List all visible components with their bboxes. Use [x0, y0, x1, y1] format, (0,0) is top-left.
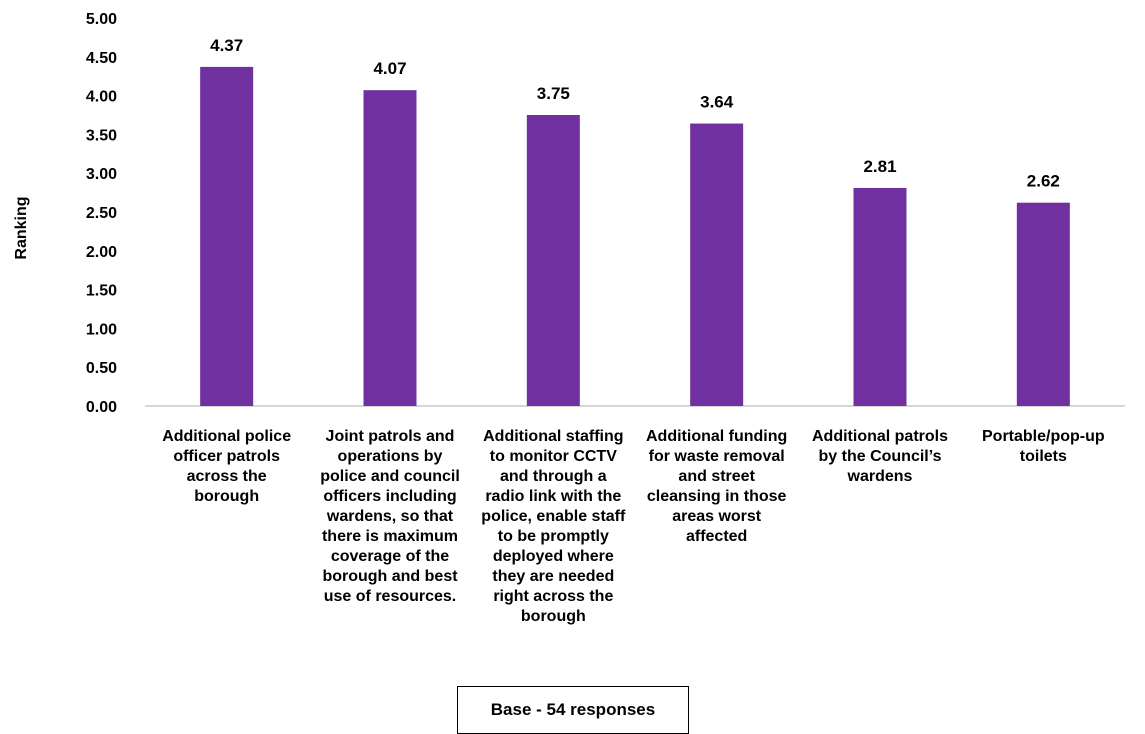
category-label-line: deployed where	[492, 548, 614, 565]
y-tick-label: 0.50	[86, 360, 117, 377]
category-label: Additional police officer patrols across t…	[142, 427, 312, 507]
category-label-line: radio link with the	[485, 488, 622, 505]
y-tick-label: 0.00	[86, 399, 117, 416]
value-labels-group: 4.37 4.07 3.75 3.64 2.81 2.62	[210, 36, 1060, 191]
category-label-line: Joint patrols and	[325, 428, 455, 445]
category-label-line: to be promptly	[497, 528, 609, 545]
y-tick-label: 5.00	[86, 11, 117, 28]
category-label: Additional funding for waste removal and s…	[632, 427, 802, 547]
category-label-line: Additional police	[162, 428, 292, 445]
bar-value-label: 4.37	[210, 36, 243, 55]
category-label-line: and through a	[500, 468, 607, 485]
bar-value-label: 3.64	[700, 93, 734, 112]
y-tick-label: 1.00	[86, 321, 117, 338]
base-note: Base - 54 responses	[457, 686, 689, 734]
category-label-line: police and council	[320, 468, 460, 485]
category-label-line: Additional staffing	[483, 428, 624, 445]
category-label-line: officer patrols	[173, 448, 280, 465]
bar	[690, 123, 744, 406]
category-label-line: officers including	[323, 488, 457, 505]
category-label-line: Additional patrols	[812, 428, 948, 445]
bar	[853, 187, 907, 406]
bar-value-label: 3.75	[537, 84, 570, 103]
category-label-line: police, enable staff	[481, 508, 626, 525]
y-tick-label: 2.50	[86, 205, 117, 222]
bar	[363, 90, 417, 406]
category-label-line: affected	[685, 528, 748, 545]
category-label: Joint patrols and operations by police and…	[305, 427, 475, 607]
category-label-line: and street	[678, 468, 755, 485]
category-label-line: for waste removal	[648, 448, 785, 465]
category-label-line: wardens, so that	[326, 508, 454, 525]
category-label-line: borough	[520, 608, 586, 625]
y-tick-label: 4.00	[86, 89, 117, 106]
bar	[526, 115, 580, 406]
category-label-line: wardens	[847, 468, 913, 485]
category-label-line: areas worst	[672, 508, 762, 525]
bar-value-label: 2.81	[863, 157, 896, 176]
category-label-line: across the	[186, 468, 267, 485]
y-tick-label: 2.00	[86, 244, 117, 261]
category-label: Additional staffing to monitor CCTV and th…	[468, 427, 638, 627]
y-tick-label: 3.00	[86, 166, 117, 183]
category-label-line: to monitor CCTV	[489, 448, 617, 465]
category-label-line: borough and best	[322, 568, 458, 585]
category-label-line: Additional funding	[646, 428, 788, 445]
category-label: Additional patrols by the Council’s warden…	[795, 427, 965, 487]
category-label-line: use of resources.	[323, 588, 457, 605]
category-label-line: they are needed	[492, 568, 615, 585]
category-label: Portable/pop-up toilets	[958, 427, 1128, 467]
category-label-line: coverage of the	[330, 548, 450, 565]
bar-value-label: 2.62	[1027, 172, 1060, 191]
bar	[1016, 202, 1070, 406]
category-label-line: by the Council’s	[818, 448, 942, 465]
y-axis-ticks: 0.00 0.50 1.00 1.50 2.00 2.50 3.00 3.50 4.00 4.50…	[86, 11, 117, 416]
bars-group	[200, 66, 1070, 406]
category-label-line: toilets	[1019, 448, 1067, 465]
y-tick-label: 4.50	[86, 50, 117, 67]
y-tick-label: 1.50	[86, 283, 117, 300]
y-tick-label: 3.50	[86, 127, 117, 144]
category-label-line: borough	[194, 488, 260, 505]
category-label-line: there is maximum	[321, 528, 459, 545]
category-label-line: Portable/pop-up	[982, 428, 1105, 445]
category-label-line: right across the	[493, 588, 614, 605]
y-axis-label: Ranking	[13, 196, 30, 260]
bar	[200, 66, 254, 406]
category-label-line: cleansing in those	[646, 488, 787, 505]
category-label-line: operations by	[337, 448, 443, 465]
bar-value-label: 4.07	[373, 59, 406, 78]
